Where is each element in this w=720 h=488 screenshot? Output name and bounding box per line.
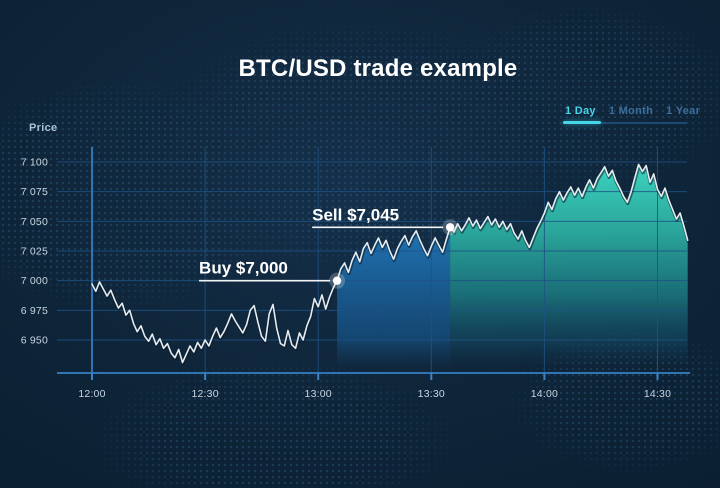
x-tick-label: 12:00 [78, 388, 105, 400]
price-line-group [90, 163, 690, 366]
area-fills [337, 164, 688, 368]
buy-marker-dot[interactable] [332, 276, 342, 285]
y-tick-label: 7 000 [21, 275, 48, 287]
axes [57, 147, 690, 380]
y-tick-label: 7 025 [21, 246, 48, 258]
post-sell-fill [450, 164, 688, 368]
gridlines [57, 147, 687, 373]
timeframe-tabs: 1 Day 1 Month 1 Year [563, 105, 700, 124]
x-tick-label: 14:30 [644, 388, 671, 400]
axis-labels: 7 100 7 075 7 050 7 025 7 000 6 975 6 950 12:00… [21, 157, 671, 401]
y-tick-label: 7 100 [21, 157, 48, 169]
x-tick-label: 14:00 [531, 388, 558, 400]
y-tick-label: 7 050 [21, 216, 48, 228]
tab-1-month[interactable]: 1 Month [608, 105, 654, 117]
trade-annotations: Buy $7,000 Sell $7,045 [199, 205, 459, 289]
buy-label: Buy $7,000 [199, 259, 288, 278]
y-tick-label: 6 950 [21, 335, 48, 347]
price-axis-label: Price [29, 122, 58, 134]
y-tick-label: 7 075 [21, 186, 48, 198]
y-tick-label: 6 975 [21, 305, 48, 317]
tab-1-day[interactable]: 1 Day [565, 105, 596, 117]
tabs-underline-track [563, 121, 687, 124]
x-tick-label: 12:30 [191, 388, 218, 400]
holding-period-fill [337, 227, 451, 368]
tabs-active-underline [563, 121, 601, 124]
x-tick-label: 13:30 [418, 388, 445, 400]
x-tick-label: 13:00 [305, 388, 332, 400]
page-title: BTC/USD trade example [238, 55, 518, 82]
sell-marker-dot[interactable] [445, 223, 455, 232]
price-line [91, 163, 689, 364]
tab-1-year[interactable]: 1 Year [666, 105, 701, 117]
sell-label: Sell $7,045 [312, 205, 399, 224]
